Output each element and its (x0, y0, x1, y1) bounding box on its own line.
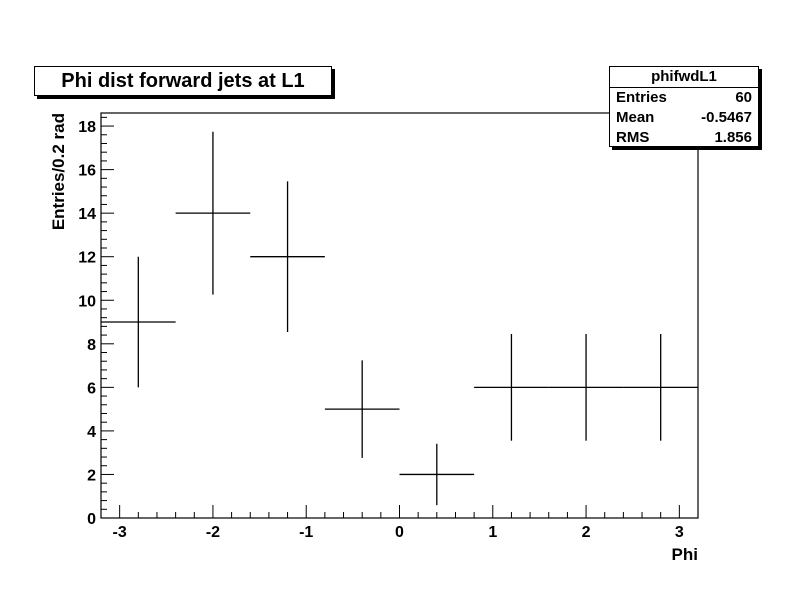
stats-value: 60 (735, 89, 752, 106)
y-tick-label: 10 (78, 293, 96, 310)
data-point (474, 334, 549, 441)
stats-row-mean: Mean -0.5467 (610, 108, 758, 128)
x-tick-label: 2 (582, 524, 591, 541)
data-point (101, 256, 176, 388)
plot-title: Phi dist forward jets at L1 (34, 66, 332, 96)
data-point (623, 334, 698, 441)
x-tick-label: 1 (488, 524, 497, 541)
stats-row-entries: Entries 60 (610, 88, 758, 108)
y-tick-label: 6 (87, 380, 96, 397)
x-tick-label: -1 (299, 524, 313, 541)
y-tick-label: 8 (87, 337, 96, 354)
stats-value: -0.5467 (701, 109, 752, 126)
x-tick-label: -3 (113, 524, 127, 541)
data-point (548, 334, 624, 441)
x-tick-label: 0 (395, 524, 404, 541)
data-point (250, 181, 325, 333)
y-tick-label: 2 (87, 467, 96, 484)
y-tick-label: 4 (87, 424, 96, 441)
stats-title: phifwdL1 (610, 67, 758, 88)
stats-label: Entries (616, 89, 667, 106)
x-tick-label: -2 (206, 524, 220, 541)
x-tick-label: 3 (675, 524, 684, 541)
x-axis-label: Phi (672, 545, 698, 564)
data-point (175, 131, 251, 295)
stats-label: RMS (616, 129, 650, 146)
y-axis-label: Entries/0.2 rad (49, 113, 68, 230)
data-point (324, 360, 400, 458)
y-tick-label: 18 (78, 119, 96, 136)
stats-row-rms: RMS 1.856 (610, 128, 758, 148)
data-point (399, 443, 475, 506)
stats-label: Mean (616, 109, 655, 126)
y-tick-label: 16 (78, 163, 96, 180)
stats-value: 1.856 (714, 129, 752, 146)
y-tick-label: 0 (87, 511, 96, 528)
y-tick-label: 12 (78, 250, 96, 267)
stats-box: phifwdL1 Entries 60 Mean -0.5467 RMS 1.8… (609, 66, 759, 147)
plot-frame (100, 112, 699, 519)
y-tick-label: 14 (78, 206, 96, 223)
